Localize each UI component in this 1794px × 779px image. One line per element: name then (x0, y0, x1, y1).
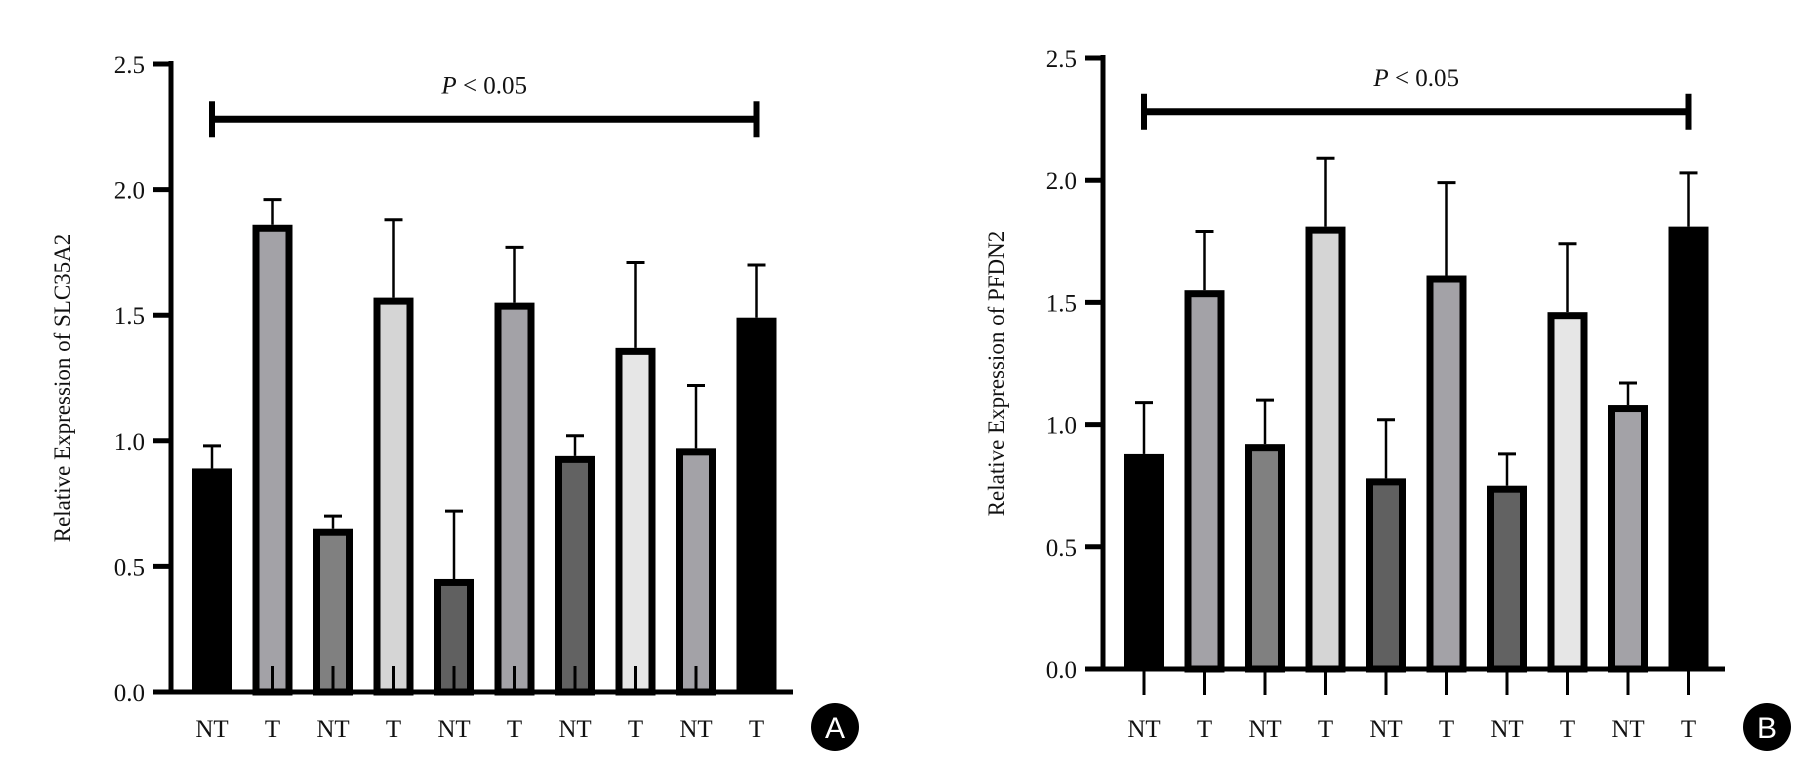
bar (736, 317, 777, 692)
bar (1184, 290, 1225, 673)
bar (1668, 226, 1709, 670)
x-tick-label: T (1197, 716, 1212, 743)
p-symbol: P (1372, 65, 1388, 92)
bar (676, 448, 716, 696)
x-tick-label: NT (195, 716, 228, 743)
x-tick-label: T (1681, 716, 1696, 743)
y-tick-label: 2.5 (114, 52, 145, 79)
bar (373, 297, 414, 696)
y-tick-label: 0.0 (114, 680, 145, 707)
x-tick-label: T (628, 716, 643, 743)
bar (1366, 478, 1406, 673)
y-axis-label: Relative Expression of SLC35A2 (50, 234, 75, 543)
y-tick-label: 0.5 (1046, 535, 1077, 562)
bar (1608, 405, 1648, 673)
y-tick-label: 2.5 (1046, 46, 1077, 73)
p-value-annotation: P < 0.05 (440, 72, 527, 99)
y-tick-label: 1.0 (1046, 413, 1077, 440)
x-tick-label: NT (1369, 716, 1402, 743)
bar (555, 455, 595, 696)
bar (615, 347, 656, 696)
bar (1305, 226, 1346, 673)
x-tick-label: NT (558, 716, 591, 743)
bar (252, 224, 293, 696)
x-tick-label: NT (1611, 716, 1644, 743)
y-tick-label: 0.5 (114, 554, 145, 581)
x-tick-label: NT (316, 716, 349, 743)
x-tick-label: NT (1248, 716, 1281, 743)
y-tick-label: 2.0 (114, 178, 145, 205)
bar (1426, 275, 1467, 673)
y-tick-label: 1.0 (114, 429, 145, 456)
p-symbol: P (440, 72, 456, 99)
bar (1487, 485, 1527, 673)
x-tick-label: T (386, 716, 401, 743)
x-tick-label: NT (1490, 716, 1523, 743)
x-tick-label: T (1560, 716, 1575, 743)
y-tick-label: 1.5 (114, 303, 145, 330)
p-threshold: < 0.05 (1389, 65, 1459, 92)
panel-label: A (825, 712, 845, 745)
x-tick-label: T (1318, 716, 1333, 743)
y-tick-label: 2.0 (1046, 168, 1077, 195)
x-tick-label: NT (437, 716, 470, 743)
chart-panel-b: 0.0 0.5 1.0 1.5 2.0 2.5 Relative Expression of… (984, 46, 1791, 751)
x-tick-label: T (749, 716, 764, 743)
panel-label-badge (1743, 703, 1791, 751)
x-tick-label: T (265, 716, 280, 743)
bar (1124, 453, 1164, 669)
x-tick-label: T (1439, 716, 1454, 743)
y-tick-label: 0.0 (1046, 657, 1077, 684)
x-tick-label: T (507, 716, 522, 743)
x-tick-label: NT (1127, 716, 1160, 743)
bar (313, 528, 353, 696)
panel-label: B (1757, 712, 1777, 745)
y-axis-label: Relative Expression of PFDN2 (984, 231, 1009, 517)
x-tick-label: NT (679, 716, 712, 743)
bar (192, 468, 232, 692)
p-threshold: < 0.05 (457, 72, 527, 99)
bar (1245, 444, 1285, 673)
bar (494, 302, 535, 696)
p-value-annotation: P < 0.05 (1372, 65, 1459, 92)
panel-label-badge (811, 703, 859, 751)
y-tick-label: 1.5 (1046, 290, 1077, 317)
chart-panel-a: 0.0 0.5 1.0 1.5 2.0 2.5 Relative Expression of… (50, 52, 859, 751)
bar (1547, 312, 1588, 673)
